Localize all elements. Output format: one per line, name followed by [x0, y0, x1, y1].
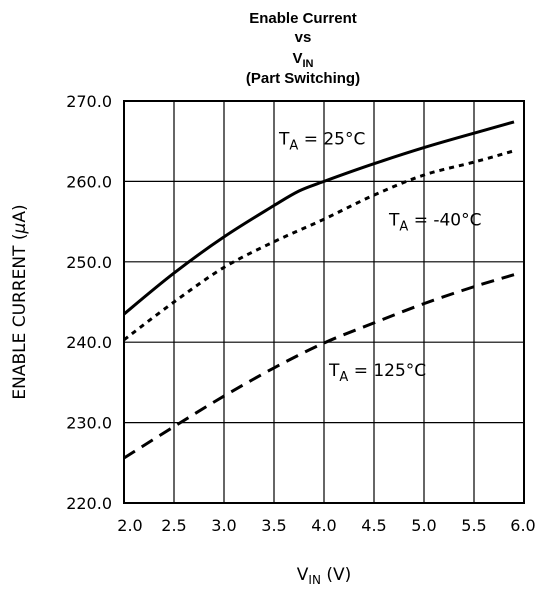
x-tick-label: 5.0: [411, 516, 436, 535]
x-tick-label: 4.0: [311, 516, 336, 535]
y-tick-label: 240.0: [66, 333, 112, 352]
tick-layer: 2.0 2.5 3.0 3.5 4.0 4.5 5.0 5.5 6.0 220.0 230.0 240…: [66, 92, 536, 535]
chart-title-line2: vs: [295, 29, 312, 46]
chart-title-line3-main: V: [292, 50, 302, 67]
annotation-main: T: [328, 361, 340, 381]
y-axis-label-main: ENABLE CURRENT (: [10, 233, 30, 399]
y-axis-label: ENABLE CURRENT (μA): [10, 204, 30, 399]
annotation-sub: A: [339, 370, 348, 385]
x-axis-label-sub: IN: [308, 573, 321, 587]
y-tick-label: 230.0: [66, 414, 112, 433]
annotation-rest: = 125°C: [348, 361, 426, 381]
y-axis-label-rest: A): [10, 204, 30, 222]
y-tick-label: 220.0: [66, 494, 112, 513]
series-layer: [123, 120, 515, 460]
chart-title-line3: VIN: [292, 50, 313, 70]
x-axis-label: VIN (V): [297, 565, 351, 587]
series-25c-line: [123, 120, 515, 316]
x-tick-label: 4.5: [361, 516, 386, 535]
annotation-sub: A: [399, 220, 408, 235]
series-neg40c-annotation: TA = -40°C: [388, 211, 482, 235]
y-tick-label: 270.0: [66, 92, 112, 111]
chart-title-line1: Enable Current: [249, 10, 357, 27]
x-axis-label-main: V: [297, 565, 309, 585]
grid-layer: [123, 100, 525, 504]
x-tick-label: 2.0: [117, 516, 142, 535]
x-axis-label-rest: (V): [321, 565, 351, 585]
y-axis-label-mu: μ: [10, 222, 30, 234]
x-tick-label: 3.5: [261, 516, 286, 535]
annotation-main: T: [388, 211, 400, 231]
annotation-rest: = 25°C: [298, 129, 365, 149]
x-tick-label: 6.0: [510, 516, 535, 535]
y-tick-label: 250.0: [66, 253, 112, 272]
series-neg40c-line: [123, 149, 515, 341]
annotation-rest: = -40°C: [408, 211, 481, 231]
annotation-sub: A: [289, 138, 298, 153]
series-125c-annotation: TA = 125°C: [328, 361, 426, 385]
chart-title-line3-sub: IN: [303, 58, 314, 70]
plot-frame: [123, 100, 525, 504]
x-tick-label: 5.5: [461, 516, 486, 535]
annotation-main: T: [278, 129, 290, 149]
series-25c-annotation: TA = 25°C: [278, 129, 365, 153]
y-tick-label: 260.0: [66, 172, 112, 191]
annotation-layer: TA = 25°CTA = -40°CTA = 125°C: [278, 129, 482, 385]
series-125c-line: [123, 273, 515, 460]
x-tick-label: 3.0: [211, 516, 236, 535]
chart-title-line4: (Part Switching): [246, 70, 360, 87]
x-tick-label: 2.5: [161, 516, 186, 535]
